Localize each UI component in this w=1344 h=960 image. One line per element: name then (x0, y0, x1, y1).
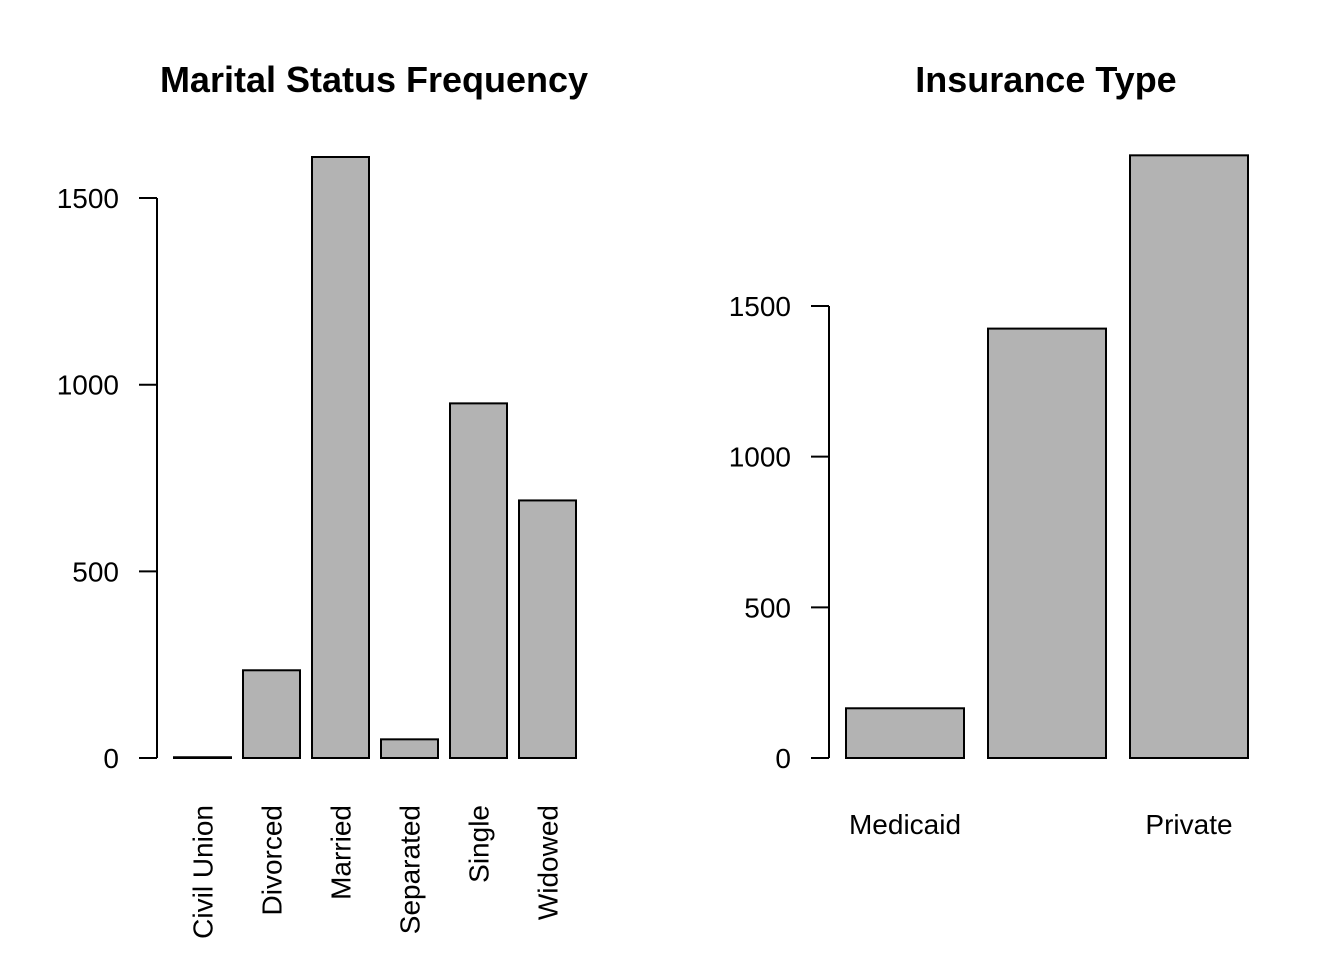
chart-title: Insurance Type (915, 59, 1176, 100)
chart-title: Marital Status Frequency (160, 59, 588, 100)
y-tick-label: 0 (103, 743, 119, 774)
bar (987, 327, 1107, 759)
y-tick-label: 500 (72, 556, 119, 587)
category-labels: Civil Union Divorced Married Separated Singl… (188, 805, 564, 939)
y-tick-label: 1000 (729, 442, 791, 473)
y-axis: 0 500 1000 1500 (57, 183, 158, 774)
category-label: Civil Union (188, 805, 219, 939)
bar (173, 756, 232, 760)
marital-status-chart: Marital Status Frequency 0 500 1000 1500 Ci… (57, 59, 588, 939)
bar (242, 669, 301, 759)
y-axis: 0 500 1000 1500 (729, 291, 830, 774)
bar (845, 707, 965, 760)
category-label: Widowed (533, 805, 564, 920)
category-label: Married (326, 805, 357, 900)
category-label: Medicaid (849, 809, 961, 840)
y-tick-label: 0 (775, 743, 791, 774)
category-label: Separated (395, 805, 426, 934)
bars (173, 156, 577, 760)
bar (380, 738, 439, 759)
y-tick-label: 1500 (57, 183, 119, 214)
category-label: Private (1145, 809, 1232, 840)
bar (311, 156, 370, 759)
y-tick-label: 500 (744, 592, 791, 623)
category-label: Single (464, 805, 495, 883)
y-tick-label: 1500 (729, 291, 791, 322)
category-labels: Medicaid Private (849, 809, 1233, 840)
bar (518, 499, 577, 759)
bar (1129, 154, 1249, 760)
bars (845, 154, 1249, 760)
bar (449, 402, 508, 759)
insurance-type-chart: Insurance Type 0 500 1000 1500 Medicaid Priv… (729, 59, 1249, 840)
y-tick-label: 1000 (57, 370, 119, 401)
category-label: Divorced (257, 805, 288, 915)
